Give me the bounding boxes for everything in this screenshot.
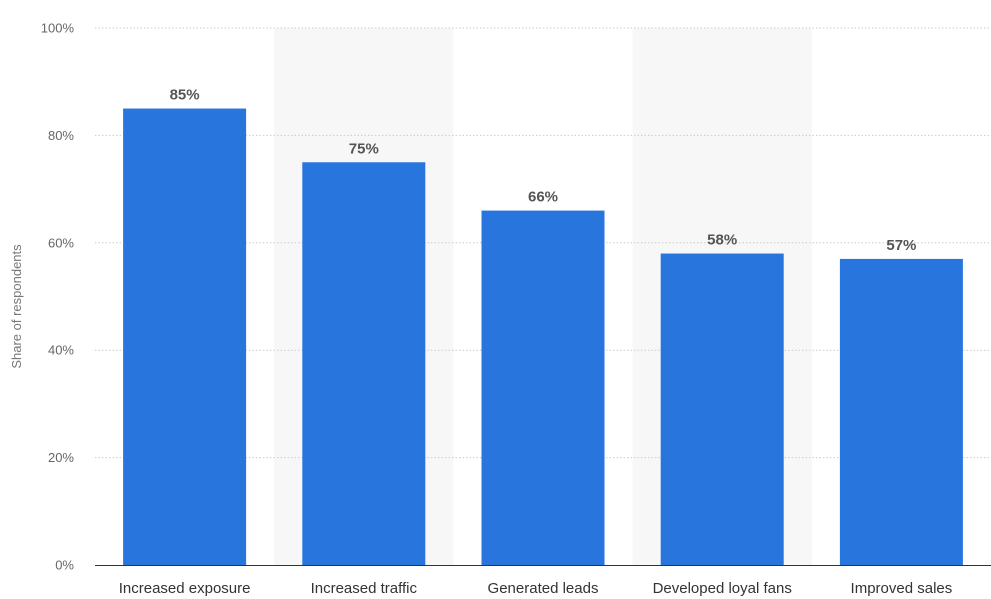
- y-tick-label-20: 20%: [48, 450, 74, 465]
- y-tick-label-100: 100%: [41, 21, 75, 36]
- bars: [123, 108, 963, 566]
- value-label-2: 66%: [528, 189, 558, 206]
- value-labels: 85% 75% 66% 58% 57%: [170, 87, 917, 254]
- y-tick-label-60: 60%: [48, 235, 74, 250]
- y-tick-label-40: 40%: [48, 343, 74, 358]
- bar-4[interactable]: [839, 258, 963, 565]
- value-label-0: 85%: [170, 87, 200, 104]
- bar-3[interactable]: [660, 253, 784, 566]
- x-tick-label-2: Generated leads: [488, 580, 599, 597]
- x-tick-label-4: Improved sales: [851, 580, 953, 597]
- value-label-3: 58%: [707, 232, 737, 249]
- y-axis-title: Share of respondents: [9, 244, 24, 369]
- y-tick-label-80: 80%: [48, 128, 74, 143]
- x-tick-label-3: Developed loyal fans: [653, 580, 792, 597]
- bar-0[interactable]: [123, 108, 247, 566]
- y-axis-ticks: 0% 20% 40% 60% 80% 100%: [41, 21, 75, 573]
- value-label-1: 75%: [349, 140, 379, 157]
- bar-1[interactable]: [302, 162, 426, 565]
- x-tick-label-0: Increased exposure: [119, 580, 251, 597]
- bar-2[interactable]: [481, 210, 605, 565]
- y-tick-label-0: 0%: [55, 558, 74, 573]
- value-label-4: 57%: [886, 237, 916, 254]
- x-axis-labels: Increased exposure Increased traffic Gener…: [119, 580, 953, 597]
- x-tick-label-1: Increased traffic: [311, 580, 418, 597]
